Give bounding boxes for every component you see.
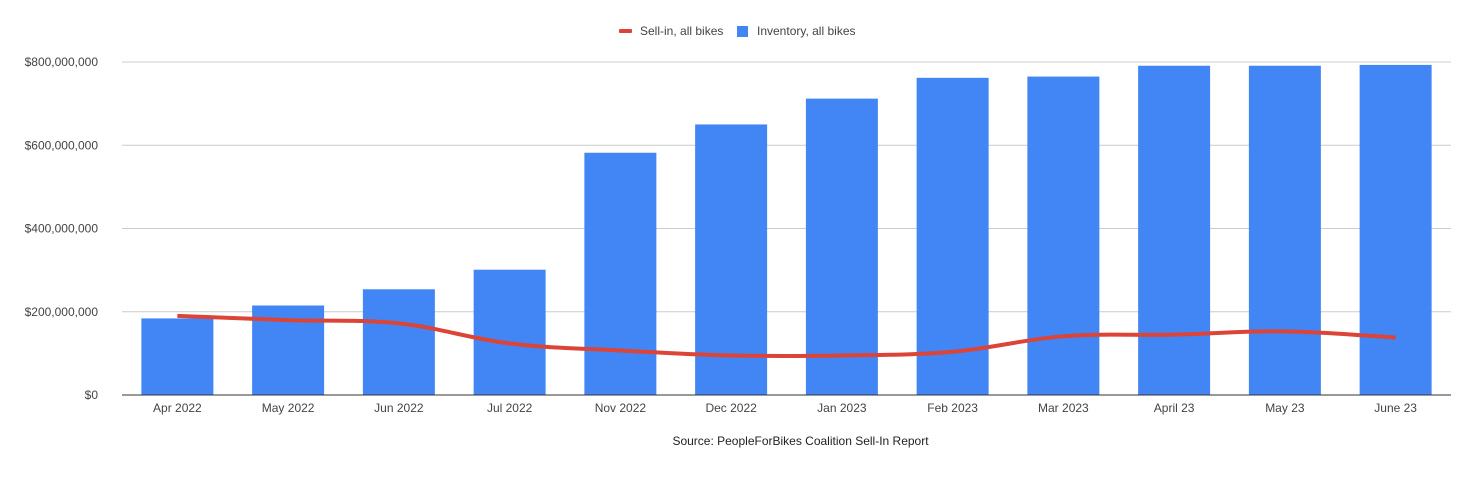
x-tick-label: June 23 xyxy=(1374,401,1417,415)
x-tick-label: Dec 2022 xyxy=(705,401,757,415)
legend-label-sell-in: Sell-in, all bikes xyxy=(640,24,723,38)
x-tick-label: May 23 xyxy=(1265,401,1305,415)
x-tick-label: Mar 2023 xyxy=(1038,401,1089,415)
x-axis-label: Source: PeopleForBikes Coalition Sell-In… xyxy=(672,434,929,448)
y-tick-label: $0 xyxy=(85,388,99,402)
inventory-bar xyxy=(473,269,546,395)
y-tick-label: $400,000,000 xyxy=(25,222,99,236)
y-tick-label: $800,000,000 xyxy=(25,55,99,69)
x-tick-label: April 23 xyxy=(1154,401,1195,415)
inventory-bar xyxy=(1138,65,1211,395)
sell-in-line xyxy=(177,313,1396,359)
x-tick-label: Apr 2022 xyxy=(153,401,202,415)
inventory-bar xyxy=(805,98,878,395)
inventory-bar xyxy=(584,152,657,395)
legend-label-inventory: Inventory, all bikes xyxy=(757,24,856,38)
inventory-bar xyxy=(362,289,435,395)
x-tick-label: Jun 2022 xyxy=(374,401,424,415)
x-tick-label: Jan 2023 xyxy=(817,401,867,415)
inventory-bar xyxy=(695,124,768,395)
x-tick-label: Jul 2022 xyxy=(487,401,533,415)
inventory-bar xyxy=(141,318,214,395)
x-tick-label: May 2022 xyxy=(262,401,315,415)
legend-swatch-sell-in xyxy=(619,29,632,33)
y-tick-label: $200,000,000 xyxy=(25,305,99,319)
inventory-bar xyxy=(1359,64,1432,395)
x-tick-label: Feb 2023 xyxy=(927,401,978,415)
inventory-bar xyxy=(1027,76,1100,395)
inventory-bar xyxy=(1248,65,1321,395)
x-tick-label: Nov 2022 xyxy=(595,401,647,415)
legend-swatch-inventory xyxy=(737,26,748,37)
y-tick-label: $600,000,000 xyxy=(25,138,99,152)
inventory-bar xyxy=(916,77,989,395)
